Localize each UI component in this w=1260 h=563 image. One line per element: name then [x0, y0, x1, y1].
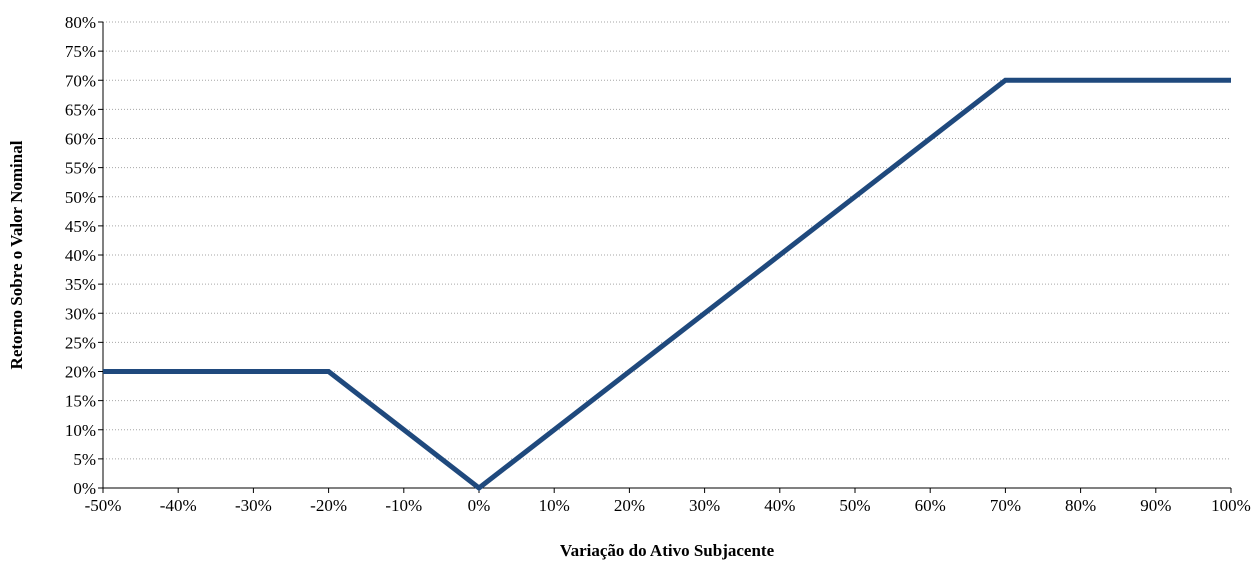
x-tick-label: 90%: [1140, 496, 1171, 515]
y-tick-label: 5%: [73, 450, 96, 469]
x-tick-label: -50%: [85, 496, 122, 515]
series-line-0: [103, 77, 1231, 492]
y-tick-label: 55%: [65, 159, 96, 178]
x-tick-label: -10%: [385, 496, 422, 515]
y-tick-label: 15%: [65, 392, 96, 411]
y-tick-label: 45%: [65, 217, 96, 236]
y-axis-title: Retorno Sobre o Valor Nominal: [7, 140, 26, 369]
x-tick-label: 50%: [839, 496, 870, 515]
y-tick-label: 35%: [65, 275, 96, 294]
y-tick-label: 65%: [65, 100, 96, 119]
y-tick-label: 20%: [65, 363, 96, 382]
x-tick-label: 30%: [689, 496, 720, 515]
grid-lines: [103, 21, 1231, 460]
y-tick-label: 0%: [73, 479, 96, 498]
x-tick-label: -20%: [310, 496, 347, 515]
y-tick-label: 80%: [65, 13, 96, 32]
series-layer: [103, 77, 1231, 492]
y-tick-label: 50%: [65, 188, 96, 207]
x-axis-title: Variação do Ativo Subjacente: [560, 541, 775, 560]
x-tick-label: -40%: [160, 496, 197, 515]
x-tick-label: 10%: [539, 496, 570, 515]
y-tick-label: 30%: [65, 304, 96, 323]
x-tick-label: 0%: [468, 496, 491, 515]
x-tick-label: 70%: [990, 496, 1021, 515]
y-tick-label: 10%: [65, 421, 96, 440]
axes: [98, 21, 1232, 493]
y-tick-label: 40%: [65, 246, 96, 265]
y-tick-label: 25%: [65, 333, 96, 352]
x-tick-labels: -50% -40% -30% -20% -10% 0% 10% 20% 30% 40% 50% 60%…: [85, 496, 1251, 515]
y-tick-label: 75%: [65, 42, 96, 61]
x-tick-label: -30%: [235, 496, 272, 515]
y-tick-labels: 0% 5% 10% 15% 20% 25% 30% 35% 40% 45% 50% 55% 60% 65%…: [65, 13, 96, 498]
x-tick-label: 100%: [1211, 496, 1251, 515]
x-tick-label: 80%: [1065, 496, 1096, 515]
x-tick-label: 20%: [614, 496, 645, 515]
y-tick-label: 60%: [65, 130, 96, 149]
y-tick-label: 70%: [65, 71, 96, 90]
x-tick-label: 40%: [764, 496, 795, 515]
x-tick-label: 60%: [915, 496, 946, 515]
